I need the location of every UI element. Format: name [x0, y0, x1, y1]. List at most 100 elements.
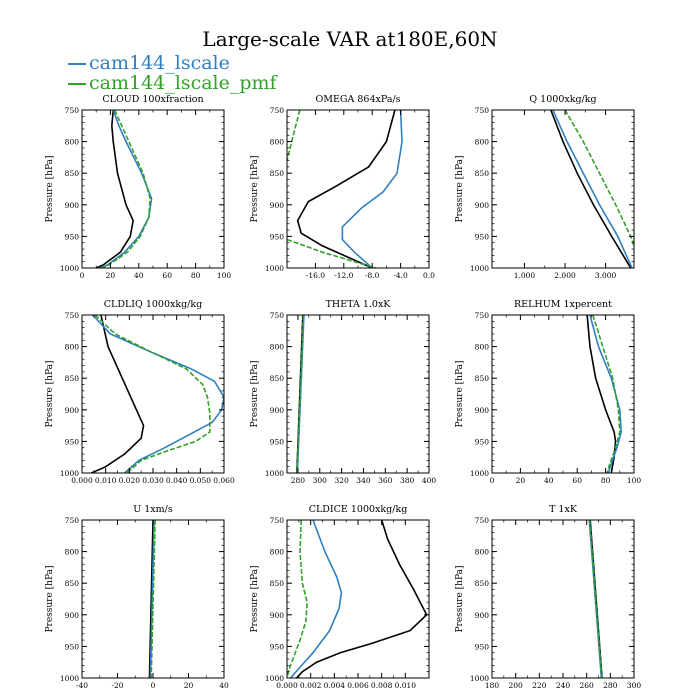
- x-tick-label: 40: [219, 681, 229, 690]
- x-tick-label: 240: [556, 681, 571, 690]
- x-tick-label: 200: [509, 681, 524, 690]
- series-line: [101, 110, 151, 268]
- legend-item-2: cam144_lscale_pmf: [68, 73, 277, 93]
- y-tick-label: 900: [475, 611, 490, 620]
- y-tick-label: 950: [65, 437, 80, 446]
- series-line: [295, 520, 428, 678]
- x-tick-label: 0.006: [347, 681, 369, 690]
- y-tick-label: 900: [270, 406, 285, 415]
- plot-frame: [491, 109, 635, 269]
- series-line: [91, 315, 145, 473]
- x-tick-label: 2.000: [554, 271, 576, 280]
- x-tick-label: 40: [134, 271, 144, 280]
- y-tick-label: 1000: [470, 469, 489, 478]
- y-tick-label: 800: [270, 548, 285, 557]
- y-tick-label: 800: [475, 548, 490, 557]
- series-line: [341, 110, 403, 268]
- y-tick-label: 950: [475, 437, 490, 446]
- plot-frame: [491, 519, 635, 679]
- y-tick-label: 750: [475, 311, 490, 320]
- y-axis-label: Pressure [hPa]: [45, 360, 55, 427]
- legend-swatch-1: [68, 63, 86, 65]
- x-tick-label: 80: [191, 271, 201, 280]
- y-tick-label: 1000: [60, 469, 79, 478]
- y-tick-label: 900: [65, 611, 80, 620]
- x-tick-label: 0.010: [95, 476, 117, 485]
- y-tick-label: 900: [65, 406, 80, 415]
- x-tick-label: 20: [184, 681, 194, 690]
- legend-swatch-2: [68, 83, 86, 85]
- y-tick-label: 900: [270, 201, 285, 210]
- panel-title: T 1xK: [549, 504, 578, 515]
- x-tick-label: 300: [313, 476, 328, 485]
- panel-title: THETA 1.0xK: [326, 299, 392, 310]
- y-axis-label: Pressure [hPa]: [250, 565, 260, 632]
- y-tick-label: 950: [65, 232, 80, 241]
- plot-frame: [81, 314, 225, 474]
- x-tick-label: 3.000: [595, 271, 617, 280]
- series-line: [287, 110, 301, 161]
- series-line: [550, 110, 632, 268]
- series-line: [592, 315, 621, 473]
- y-tick-label: 950: [270, 642, 285, 651]
- y-tick-label: 800: [65, 343, 80, 352]
- y-tick-label: 1000: [265, 264, 284, 273]
- y-tick-label: 750: [270, 106, 285, 115]
- panel-3: 750 800 850 900 950 1000 1.000 2.000 3.000 Q 1000…: [455, 94, 635, 280]
- y-tick-label: 850: [270, 579, 285, 588]
- y-axis-label: Pressure [hPa]: [455, 155, 465, 222]
- x-tick-label: 80: [601, 476, 611, 485]
- x-tick-label: 0.060: [213, 476, 235, 485]
- y-tick-label: 1000: [60, 674, 79, 683]
- y-tick-label: 950: [270, 232, 285, 241]
- y-axis-label: Pressure [hPa]: [250, 360, 260, 427]
- y-tick-label: 850: [475, 374, 490, 383]
- chart-title: Large-scale VAR at180E,60N: [202, 27, 498, 51]
- plot-frame: [286, 314, 430, 474]
- plot-frame: [81, 109, 225, 269]
- x-tick-label: -8.0: [365, 271, 380, 280]
- x-tick-label: 1.000: [514, 271, 536, 280]
- x-tick-label: 0.002: [300, 681, 322, 690]
- x-tick-label: 0.040: [166, 476, 188, 485]
- panel-5: 750 800 850 900 950 1000 280 300 320 340 360 380 400…: [250, 299, 436, 485]
- y-axis-label: Pressure [hPa]: [250, 155, 260, 222]
- y-tick-label: 750: [475, 106, 490, 115]
- y-axis-label: Pressure [hPa]: [455, 360, 465, 427]
- series-line: [588, 520, 603, 678]
- x-tick-label: 0: [490, 476, 495, 485]
- y-tick-label: 850: [475, 579, 490, 588]
- x-tick-label: 340: [356, 476, 371, 485]
- x-tick-label: 0.030: [142, 476, 164, 485]
- y-tick-label: 1000: [265, 674, 284, 683]
- plot-frame: [286, 109, 430, 269]
- panel-title: Q 1000xkg/kg: [529, 94, 596, 105]
- x-tick-label: 0.004: [324, 681, 346, 690]
- plot-frame: [286, 519, 430, 679]
- x-tick-label: 0.010: [395, 681, 417, 690]
- x-tick-label: 400: [422, 476, 437, 485]
- y-axis-label: Pressure [hPa]: [45, 565, 55, 632]
- series-line: [289, 520, 343, 678]
- series-line: [552, 110, 633, 268]
- x-tick-label: 100: [627, 476, 642, 485]
- x-tick-label: -12.0: [334, 271, 353, 280]
- panel-title: CLOUD 100xfraction: [102, 94, 203, 105]
- y-axis-label: Pressure [hPa]: [455, 565, 465, 632]
- panel-title: U 1xm/s: [133, 504, 173, 515]
- legend-item-1: cam144_lscale: [68, 53, 230, 73]
- series-line: [148, 520, 154, 678]
- y-tick-label: 800: [270, 343, 285, 352]
- y-tick-label: 950: [270, 437, 285, 446]
- y-tick-label: 850: [270, 169, 285, 178]
- y-tick-label: 800: [270, 138, 285, 147]
- plot-frame: [491, 314, 635, 474]
- y-tick-label: 900: [270, 611, 285, 620]
- x-tick-label: 60: [162, 271, 172, 280]
- y-tick-label: 850: [270, 374, 285, 383]
- x-tick-label: 300: [627, 681, 642, 690]
